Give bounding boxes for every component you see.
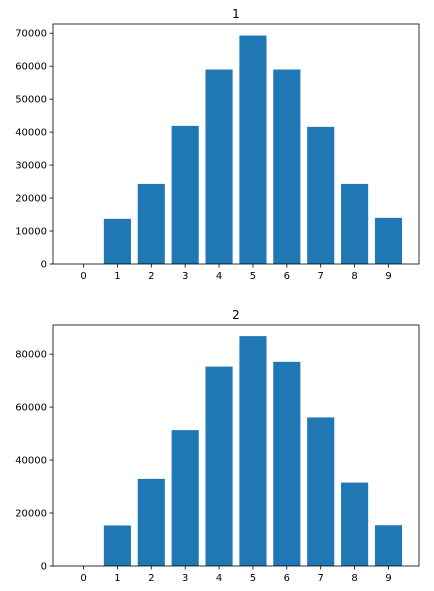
x-tick-label: 1 bbox=[114, 573, 120, 584]
chart-title: 2 bbox=[232, 308, 240, 322]
chart-2: 2 0 1 2 3 4 5 6 7 8 9 0 20000 40000 60000 80000 bbox=[15, 308, 420, 584]
x-tick-label: 4 bbox=[216, 271, 222, 282]
chart-1: 1 0 1 2 3 4 5 6 7 8 9 0 10000 20000 30000 40000 50000 60… bbox=[15, 7, 420, 282]
x-tick-label: 8 bbox=[351, 271, 357, 282]
bar-1 bbox=[103, 525, 131, 566]
bar-6 bbox=[273, 69, 301, 264]
bar-7 bbox=[307, 417, 335, 566]
y-tick-label: 80000 bbox=[15, 350, 47, 361]
y-tick-label: 10000 bbox=[15, 227, 47, 238]
bar-6 bbox=[273, 361, 301, 566]
bar-2 bbox=[137, 478, 165, 566]
y-tick-label: 20000 bbox=[15, 194, 47, 205]
chart-title: 1 bbox=[232, 7, 240, 21]
y-tick-label: 40000 bbox=[15, 128, 47, 139]
x-tick-label: 8 bbox=[351, 573, 357, 584]
y-tick-label: 0 bbox=[41, 562, 47, 573]
y-tick-label: 30000 bbox=[15, 161, 47, 172]
axes-frame bbox=[52, 324, 420, 567]
x-tick-label: 2 bbox=[148, 573, 154, 584]
bar-8 bbox=[341, 482, 369, 566]
x-tick-label: 6 bbox=[284, 573, 290, 584]
y-tick-label: 50000 bbox=[15, 95, 47, 106]
x-tick-label: 5 bbox=[250, 271, 256, 282]
bar-2 bbox=[137, 183, 165, 264]
x-tick-label: 5 bbox=[250, 573, 256, 584]
bar-3 bbox=[171, 430, 199, 566]
x-tick-label: 7 bbox=[318, 573, 324, 584]
bar-4 bbox=[205, 69, 233, 264]
x-tick-label: 3 bbox=[182, 271, 188, 282]
y-tick-label: 20000 bbox=[15, 509, 47, 520]
bar-3 bbox=[171, 125, 199, 264]
y-tick-label: 40000 bbox=[15, 456, 47, 467]
x-tick-label: 0 bbox=[80, 271, 86, 282]
bar-9 bbox=[374, 217, 403, 264]
bar-5 bbox=[239, 336, 267, 566]
axes-frame bbox=[52, 23, 420, 265]
x-tick-label: 9 bbox=[385, 271, 391, 282]
x-tick-label: 4 bbox=[216, 573, 222, 584]
x-tick-label: 6 bbox=[284, 271, 290, 282]
y-tick-label: 60000 bbox=[15, 403, 47, 414]
bar-8 bbox=[341, 183, 369, 264]
bar-4 bbox=[205, 366, 233, 566]
x-tick-label: 2 bbox=[148, 271, 154, 282]
x-tick-label: 9 bbox=[385, 573, 391, 584]
y-tick-label: 70000 bbox=[15, 29, 47, 40]
bar-7 bbox=[307, 126, 335, 264]
bar-1 bbox=[103, 218, 131, 264]
x-tick-label: 1 bbox=[114, 271, 120, 282]
y-tick-label: 60000 bbox=[15, 62, 47, 73]
x-tick-label: 3 bbox=[182, 573, 188, 584]
bar-9 bbox=[374, 525, 403, 566]
bar-5 bbox=[239, 35, 267, 265]
y-tick-label: 0 bbox=[41, 260, 47, 271]
x-tick-label: 0 bbox=[80, 573, 86, 584]
x-tick-label: 7 bbox=[318, 271, 324, 282]
